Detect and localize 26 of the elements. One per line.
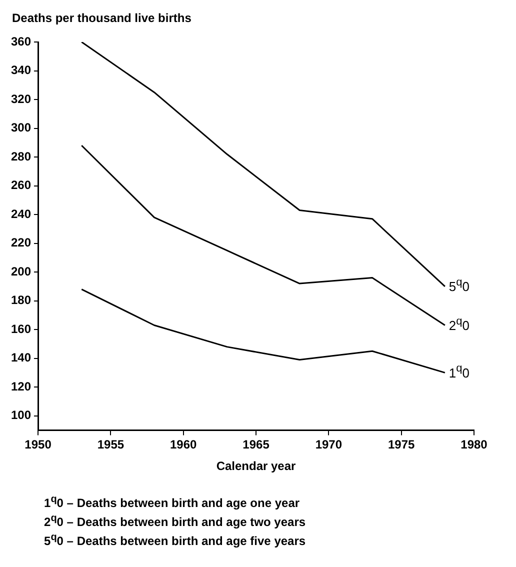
y-tick-label: 260 xyxy=(10,178,32,192)
x-tick-label: 1980 xyxy=(460,438,488,452)
y-tick-label: 240 xyxy=(10,206,32,221)
y-tick-label: 140 xyxy=(10,350,32,365)
x-tick-label: 1950 xyxy=(24,438,52,452)
x-tick-label: 1960 xyxy=(170,438,198,452)
x-tick-label: 1955 xyxy=(97,438,124,452)
y-tick-label: 300 xyxy=(10,120,32,135)
y-tick-label: 100 xyxy=(10,408,32,422)
y-tick-label: 120 xyxy=(10,379,32,394)
y-tick-label: 320 xyxy=(10,92,32,106)
x-tick-label: 1970 xyxy=(315,438,342,452)
text: 2$^{q}$0 – Deaths between birth and age two years xyxy=(44,512,307,530)
text: 1$^{q}$0 – Deaths between birth and age one year xyxy=(44,493,301,511)
y-tick-label: 340 xyxy=(10,63,32,78)
y-tick-label: 280 xyxy=(10,149,32,164)
y-tick-label: 360 xyxy=(10,34,32,48)
y-tick-label: 200 xyxy=(10,264,32,278)
x-tick-label: 1975 xyxy=(388,438,416,452)
y-tick-label: 180 xyxy=(10,293,32,308)
x-tick-label: 1965 xyxy=(242,438,270,452)
y-tick-label: 220 xyxy=(10,236,32,250)
y-axis-title: Deaths per thousand live births xyxy=(12,11,192,25)
x-axis-title: Calendar year xyxy=(216,459,296,474)
y-tick-label: 160 xyxy=(10,322,32,336)
text: 5$^{q}$0 – Deaths between birth and age five years xyxy=(44,531,307,549)
